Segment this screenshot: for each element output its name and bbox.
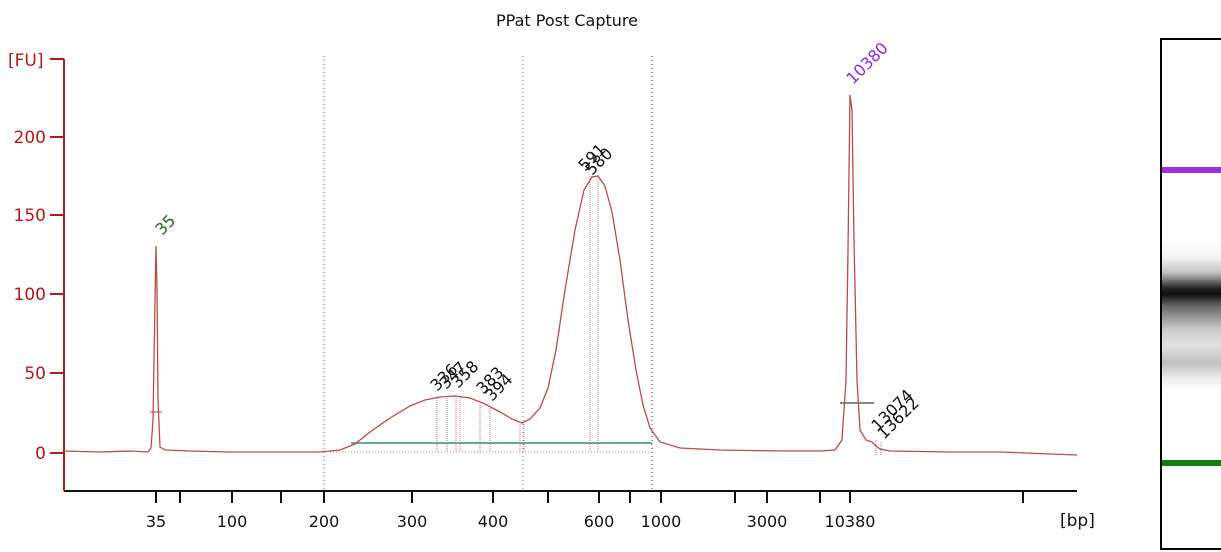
y-tick-label: 100: [14, 285, 46, 305]
y-ticks: 0 50 100 150 200: [14, 58, 64, 464]
x-ticks: 35 100 200 300 400 600 1000 3000 10380: [146, 491, 1024, 531]
y-tick-label: 50: [24, 364, 46, 384]
x-tick-label: 600: [584, 512, 615, 531]
gel-lower-marker-band: [1162, 460, 1221, 466]
y-axis-unit: [FU]: [8, 51, 44, 71]
y-tick-label: 200: [14, 128, 46, 148]
x-tick-label: 400: [478, 512, 509, 531]
x-tick-label: 3000: [747, 512, 788, 531]
gel-sample-smear: [1162, 240, 1221, 390]
x-axis-unit: [bp]: [1060, 511, 1095, 531]
x-tick-label: 10380: [825, 512, 876, 531]
y-tick-label: 0: [35, 444, 46, 464]
electropherogram-trace: [63, 94, 1078, 456]
x-tick-label: 100: [217, 512, 248, 531]
chart-title: PPat Post Capture: [496, 11, 638, 30]
peak-label: 35: [151, 211, 179, 239]
x-tick-label: 200: [309, 512, 340, 531]
peak-drop-lines: [436, 176, 882, 455]
y-tick-label: 150: [14, 206, 46, 226]
x-tick-label: 35: [146, 512, 166, 531]
gel-upper-marker-band: [1162, 167, 1221, 173]
x-tick-label: 300: [397, 512, 428, 531]
peak-label: 10380: [842, 38, 891, 87]
gel-lane: [1160, 38, 1221, 550]
x-tick-label: 1000: [641, 512, 682, 531]
